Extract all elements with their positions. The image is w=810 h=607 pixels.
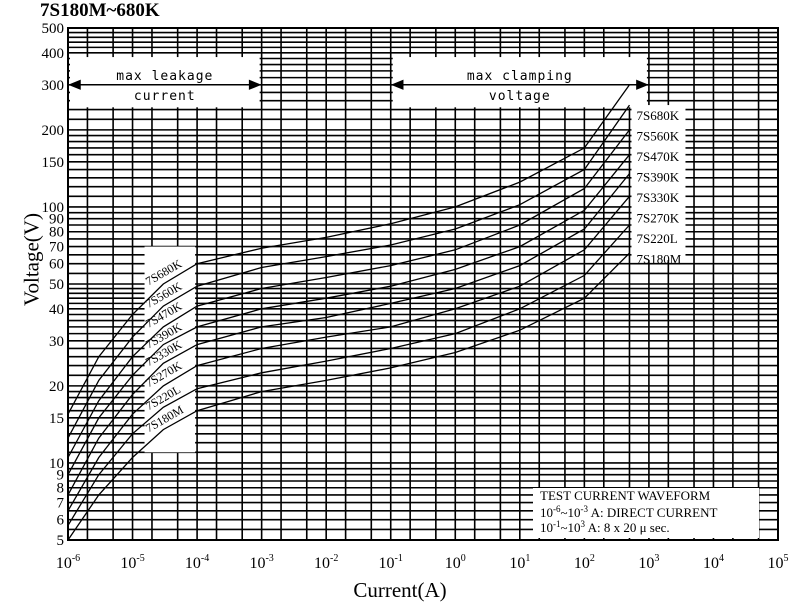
clamp-label-box bbox=[631, 105, 686, 261]
clamp-label-7S220K: 7S220L bbox=[636, 231, 677, 246]
series-line-7S270K bbox=[67, 195, 630, 512]
y-tick-label: 80 bbox=[49, 225, 64, 241]
clamping-annotation-arrow bbox=[390, 79, 649, 90]
clamping-arrow-head-left bbox=[390, 79, 404, 90]
clamp-label-7S680K: 7S680K bbox=[636, 108, 679, 123]
y-tick-label: 20 bbox=[49, 379, 64, 395]
y-tick-label: 5 bbox=[57, 533, 65, 549]
series-line-7S330K bbox=[67, 173, 631, 496]
x-tick-label: 10-3 bbox=[249, 553, 273, 572]
y-tick-label: 9 bbox=[57, 468, 65, 484]
y-tick-label: 50 bbox=[49, 277, 64, 293]
leakage-annotation-arrow bbox=[67, 79, 262, 90]
y-tick-label: 100 bbox=[42, 200, 65, 216]
x-tick-label: 102 bbox=[574, 553, 595, 572]
clamping-arrow-head-right bbox=[636, 79, 649, 90]
x-tick-label: 100 bbox=[445, 553, 466, 572]
x-tick-label: 101 bbox=[509, 553, 530, 572]
x-tick-label: 10-5 bbox=[120, 553, 144, 572]
clamping-annotation-line2: voltage bbox=[489, 89, 551, 104]
chart-title: 7S180M~680K bbox=[40, 0, 160, 21]
waveform-note-line2: 10-1~103 A: 8 x 20 μ sec. bbox=[540, 519, 670, 535]
y-tick-label: 300 bbox=[42, 78, 65, 94]
clamp-label-7S390K: 7S390K bbox=[636, 170, 679, 185]
clamp-label-7S560K: 7S560K bbox=[636, 129, 679, 144]
leakage-annotation-box bbox=[70, 57, 260, 108]
y-tick-label: 8 bbox=[57, 481, 65, 497]
series-line-7S220K bbox=[67, 224, 630, 526]
series-line-7S390K bbox=[67, 154, 631, 476]
x-tick-label: 105 bbox=[768, 553, 789, 572]
clamp-label-7S270K: 7S270K bbox=[636, 211, 679, 226]
x-tick-label: 10-6 bbox=[56, 553, 80, 572]
clamp-label-7S180M: 7S180M bbox=[636, 252, 681, 267]
y-tick-label: 90 bbox=[49, 212, 64, 228]
y-tick-label: 10 bbox=[49, 456, 64, 472]
series-curves bbox=[67, 84, 631, 541]
clamping-annotation-line1: max clamping bbox=[467, 69, 573, 84]
y-tick-label: 200 bbox=[42, 123, 65, 139]
x-tick-label: 10-2 bbox=[314, 553, 338, 572]
clamp-label-7S330K: 7S330K bbox=[636, 190, 679, 205]
x-tick-label: 10-4 bbox=[185, 553, 209, 572]
x-tick-label: 104 bbox=[703, 553, 724, 572]
leakage-arrow-head-right bbox=[248, 79, 262, 90]
clamping-annotation-box bbox=[392, 57, 647, 108]
waveform-note-title: TEST CURRENT WAVEFORM bbox=[540, 488, 711, 503]
y-tick-label: 15 bbox=[49, 411, 64, 427]
y-tick-label: 60 bbox=[49, 257, 64, 273]
y-tick-label: 70 bbox=[49, 240, 64, 256]
waveform-note-box bbox=[533, 488, 759, 538]
x-tick-label: 103 bbox=[638, 553, 659, 572]
y-tick-label: 500 bbox=[42, 21, 65, 37]
x-axis-label: Current(A) bbox=[353, 578, 447, 602]
y-tick-label: 150 bbox=[42, 155, 65, 171]
y-tick-label: 400 bbox=[42, 46, 65, 62]
y-tick-label: 6 bbox=[57, 513, 65, 529]
leakage-arrow-head-left bbox=[67, 79, 81, 90]
leakage-label-box bbox=[144, 246, 196, 453]
x-tick-label: 10-1 bbox=[379, 553, 403, 572]
y-tick-label: 7 bbox=[57, 496, 65, 512]
leakage-annotation-line1: max leakage bbox=[116, 69, 213, 84]
clamp-label-7S470K: 7S470K bbox=[636, 149, 679, 164]
y-tick-label: 40 bbox=[49, 302, 64, 318]
series-line-7S470K bbox=[67, 129, 631, 458]
leakage-annotation-line2: current bbox=[134, 89, 196, 104]
plot-border bbox=[67, 27, 779, 541]
series-line-7S560K bbox=[67, 104, 631, 439]
y-tick-label: 30 bbox=[49, 334, 64, 350]
series-line-7S180M bbox=[67, 252, 630, 541]
series-line-7S680K bbox=[67, 84, 631, 415]
waveform-note-line1: 10-6~10-3 A: DIRECT CURRENT bbox=[540, 504, 718, 520]
